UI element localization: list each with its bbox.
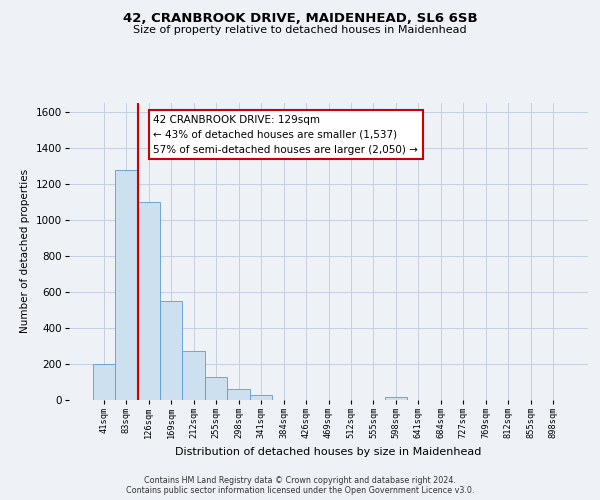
Text: 42, CRANBROOK DRIVE, MAIDENHEAD, SL6 6SB: 42, CRANBROOK DRIVE, MAIDENHEAD, SL6 6SB: [122, 12, 478, 26]
Bar: [385, 398, 407, 400]
Bar: [92, 364, 115, 400]
Text: Size of property relative to detached houses in Maidenhead: Size of property relative to detached ho…: [133, 25, 467, 35]
Bar: [137, 202, 160, 400]
Text: 42 CRANBROOK DRIVE: 129sqm
← 43% of detached houses are smaller (1,537)
57% of s: 42 CRANBROOK DRIVE: 129sqm ← 43% of deta…: [153, 115, 418, 154]
Text: Contains HM Land Registry data © Crown copyright and database right 2024.: Contains HM Land Registry data © Crown c…: [144, 476, 456, 485]
Bar: [227, 389, 250, 400]
Bar: [160, 301, 182, 400]
X-axis label: Distribution of detached houses by size in Maidenhead: Distribution of detached houses by size …: [175, 447, 482, 457]
Text: Contains public sector information licensed under the Open Government Licence v3: Contains public sector information licen…: [126, 486, 474, 495]
Y-axis label: Number of detached properties: Number of detached properties: [20, 169, 30, 334]
Bar: [182, 352, 205, 400]
Bar: [205, 378, 227, 400]
Bar: [115, 170, 137, 400]
Bar: [250, 394, 272, 400]
